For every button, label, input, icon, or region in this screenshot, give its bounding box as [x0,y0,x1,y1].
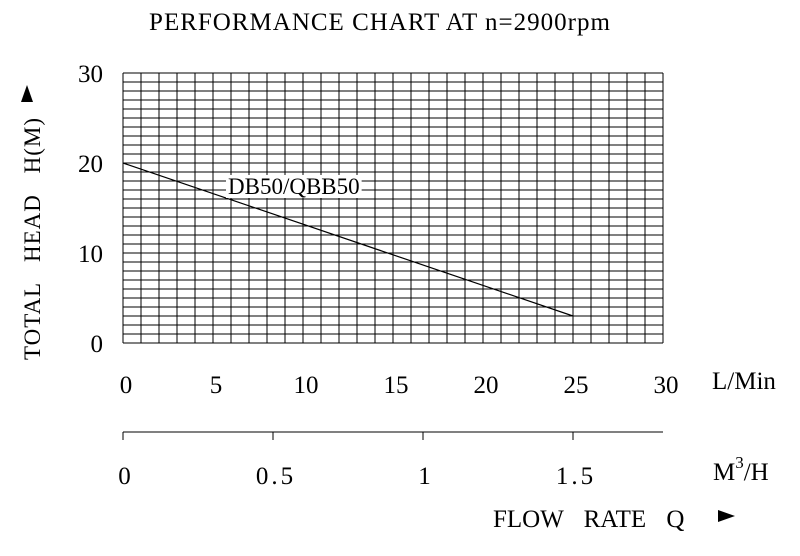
x-tick-label: 10 [294,372,319,399]
series-label-db50: DB50/QBB50 [228,174,360,199]
y-arrow-icon [21,85,33,102]
y-tick-label: 10 [78,241,103,268]
secondary-tick-label: 0 [118,463,134,490]
x-tick-label: 20 [474,372,499,399]
x-tick-label: 15 [384,372,409,399]
y-tick-label: 20 [78,151,103,178]
y-axis-label: TOTAL HEAD H(M) [20,117,45,360]
x-unit-secondary: M3/H [713,453,769,486]
chart-title: PERFORMANCE CHART AT n=2900rpm [149,9,611,36]
x-arrow-icon [718,510,735,522]
y-tick-labels: 0 10 20 30 [78,61,103,358]
y-tick-label: 30 [78,61,103,88]
x-tick-label: 5 [210,372,223,399]
y-tick-label: 0 [91,331,104,358]
x-axis-label: FLOW RATE Q [493,506,684,533]
secondary-tick-label: 0.5 [256,463,296,490]
secondary-tick-label: 1.5 [556,463,596,490]
secondary-axis: 0 0.5 1 1.5 [118,431,663,490]
x-tick-labels: 0 5 10 15 20 25 30 [120,372,679,399]
x-tick-label: 0 [120,372,133,399]
secondary-tick-label: 1 [418,463,434,490]
series-label-bg [226,175,362,198]
series-line-db50 [122,162,574,317]
x-tick-label: 25 [564,372,589,399]
x-tick-label: 30 [654,372,679,399]
grid [122,72,664,344]
x-unit-primary: L/Min [712,368,776,395]
series-layer [122,162,574,317]
